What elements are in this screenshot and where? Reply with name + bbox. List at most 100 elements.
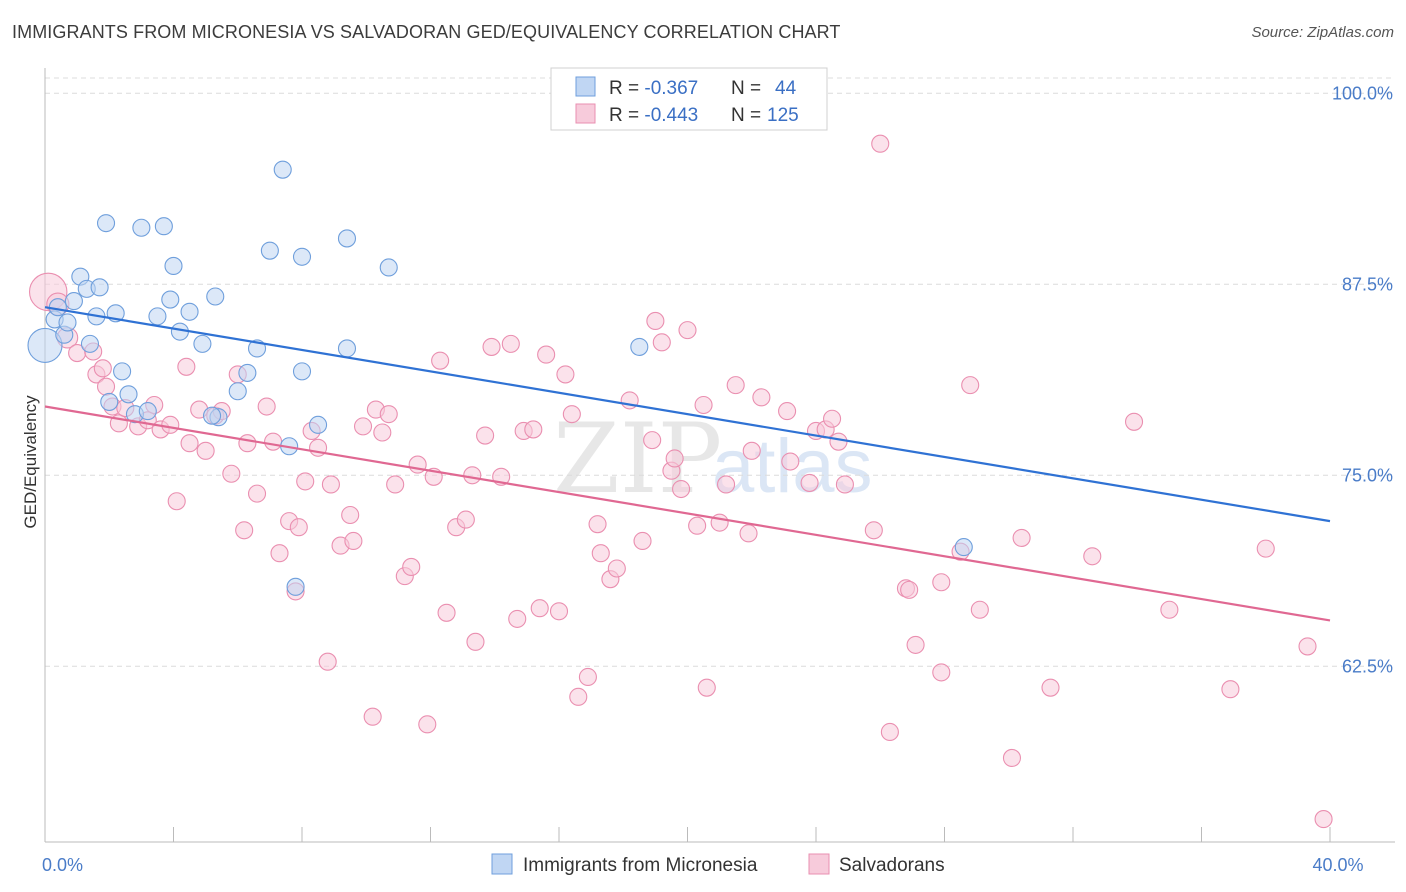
- legend-swatch-salvadoran: [808, 853, 830, 875]
- salvadoran-point: [1124, 412, 1144, 431]
- salvadoran-point: [652, 333, 671, 352]
- salvadoran-point: [1221, 680, 1240, 699]
- salvadoran-point: [257, 397, 276, 416]
- y-tick-label: 62.5%: [1342, 656, 1393, 676]
- salvadoran-point: [530, 599, 549, 618]
- y-tick-label: 100.0%: [1332, 83, 1393, 103]
- salvadoran-point: [437, 603, 456, 622]
- micronesia-point: [292, 247, 312, 266]
- salvadoran-point: [1012, 528, 1031, 547]
- salvadoran-point: [344, 531, 363, 551]
- micronesia-point: [260, 241, 279, 260]
- stats-row-2: R = -0.443: [609, 105, 698, 126]
- salvadoran-point: [1083, 547, 1102, 566]
- salvadoran-point: [386, 475, 405, 494]
- micronesia-point: [954, 538, 973, 557]
- trend-lines: [44, 306, 1331, 622]
- salvadoran-point: [906, 635, 925, 654]
- micronesia-point: [238, 363, 257, 382]
- salvadoran-point: [418, 715, 437, 734]
- n-label-1: N =: [731, 78, 761, 99]
- salvadoran-point: [678, 321, 697, 340]
- stats-legend: R = -0.367 N = 44 R = -0.443 N = 125: [550, 67, 828, 131]
- micronesia-point: [337, 229, 357, 248]
- salvadoran-point: [373, 423, 392, 442]
- salvadoran-point: [456, 510, 475, 529]
- micronesia-point: [80, 334, 100, 353]
- salvadoran-point: [402, 557, 421, 577]
- micronesia-point: [96, 214, 116, 233]
- legend-label-salvadoran: Salvadorans: [839, 855, 945, 876]
- micronesia-point: [100, 392, 119, 411]
- micronesia-point: [90, 278, 109, 297]
- salvadoran-point: [697, 678, 716, 697]
- micronesia-point: [161, 290, 180, 309]
- salvadoran-point: [466, 632, 485, 651]
- salvadoran-point: [556, 365, 575, 384]
- salvadoran-point: [1041, 678, 1060, 697]
- salvadoran-point: [353, 417, 373, 436]
- salvadoran-point: [1160, 600, 1179, 619]
- r-label-1: R =: [609, 78, 644, 99]
- salvadoran-point: [829, 432, 848, 451]
- stats-swatch-micronesia: [575, 76, 596, 97]
- micronesia-point: [193, 334, 212, 353]
- salvadoran-point: [588, 515, 607, 534]
- micronesia-point: [273, 160, 292, 179]
- salvadoran-point: [549, 602, 569, 621]
- n-label-2: N =: [731, 105, 761, 126]
- micronesia-point: [148, 307, 167, 326]
- salvadoran-point: [264, 432, 283, 451]
- micronesia-point: [119, 385, 138, 404]
- micronesia-point: [286, 577, 305, 596]
- salvadoran-point: [823, 409, 842, 428]
- salvadoran-point: [296, 472, 315, 491]
- salvadoran-point: [672, 479, 691, 499]
- series-legend: Immigrants from Micronesia Salvadorans: [491, 853, 945, 876]
- data-points: [27, 134, 1333, 829]
- micronesia-point: [203, 406, 222, 425]
- chart-title: IMMIGRANTS FROM MICRONESIA VS SALVADORAN…: [12, 22, 841, 42]
- y-axis-title: GED/Equivalency: [21, 395, 40, 529]
- micronesia-point: [164, 256, 183, 275]
- salvadoran-point: [463, 466, 482, 485]
- micronesia-point: [138, 402, 157, 421]
- salvadoran-point: [476, 426, 495, 445]
- legend-label-micronesia: Immigrants from Micronesia: [523, 855, 758, 876]
- salvadoran-point: [318, 652, 337, 671]
- salvadoran-point: [835, 475, 854, 494]
- salvadoran-point: [781, 452, 800, 471]
- salvadoran-point: [379, 405, 398, 424]
- micronesia-point: [180, 302, 199, 321]
- micronesia-point: [292, 362, 312, 381]
- salvadoran-point: [961, 376, 980, 395]
- n-value-1: 44: [775, 78, 797, 99]
- micronesia-point: [48, 298, 67, 317]
- salvadoran-point: [222, 464, 241, 483]
- salvadoran-point: [607, 559, 626, 578]
- x-tick-label: 0.0%: [42, 855, 83, 875]
- salvadoran-point: [562, 405, 581, 424]
- micronesia-point: [630, 337, 649, 356]
- salvadoran-point: [778, 402, 797, 421]
- salvadoran-point: [247, 484, 267, 503]
- salvadoran-point: [238, 434, 257, 453]
- salvadoran-point: [1314, 810, 1333, 829]
- salvadoran-point: [932, 663, 951, 682]
- salvadoran-point: [235, 521, 254, 540]
- salvadoran-point: [752, 388, 771, 407]
- salvadoran-point: [694, 395, 713, 415]
- axes: [44, 68, 1395, 843]
- micronesia-point: [206, 287, 225, 306]
- salvadoran-point: [363, 707, 382, 726]
- y-tick-label: 75.0%: [1342, 465, 1393, 485]
- salvadoran-point: [591, 544, 610, 563]
- salvadoran-point: [180, 434, 199, 453]
- salvadoran-point: [96, 377, 116, 396]
- r-value-2: -0.443: [644, 105, 698, 126]
- salvadoran-point: [742, 441, 761, 460]
- salvadoran-point: [643, 431, 662, 450]
- salvadoran-point: [688, 516, 707, 535]
- salvadoran-point: [716, 475, 736, 494]
